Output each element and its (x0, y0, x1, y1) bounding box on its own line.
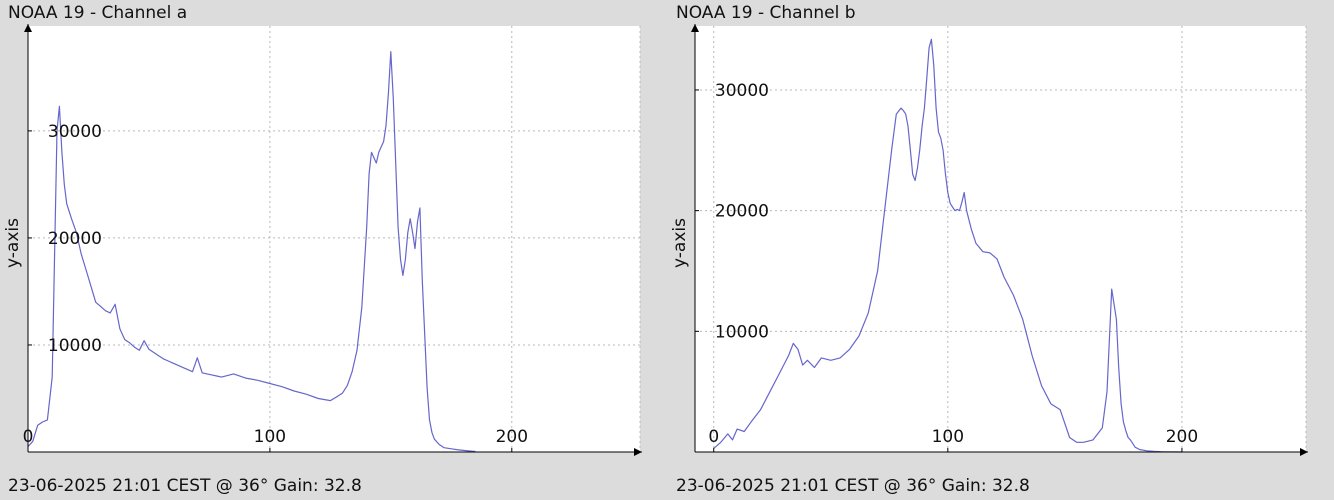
y-tick-label: 30000 (715, 81, 769, 101)
y-tick-label: 20000 (48, 229, 102, 249)
y-tick-label: 10000 (48, 336, 102, 356)
chart-panel-channel-a: NOAA 19 - Channel a 0 100 200 10000 20000 300… (3, 3, 642, 496)
x-axis-arrow (1300, 448, 1308, 456)
x-tick-label: 0 (23, 427, 34, 447)
x-tick-label: 100 (932, 427, 964, 447)
series-line (27, 51, 476, 453)
x-axis-arrow (634, 448, 642, 456)
chart-title: NOAA 19 - Channel b (676, 3, 856, 23)
chart-plot: 0 100 200 10000 20000 30000 y-axis (3, 24, 642, 456)
x-tick-label: 100 (254, 427, 286, 447)
chart-panel-channel-b: NOAA 19 - Channel b 0 100 200 10000 20000 300… (667, 0, 1334, 500)
y-axis-arrow (24, 24, 32, 32)
x-tick-label: 0 (708, 427, 719, 447)
y-axis-label: y-axis (3, 218, 23, 268)
x-tick-label: 200 (1166, 427, 1198, 447)
plot-area (695, 26, 1306, 452)
y-tick-label: 20000 (715, 202, 769, 222)
y-tick-label: 10000 (715, 322, 769, 342)
y-axis-label: y-axis (670, 218, 690, 268)
x-tick-label: 200 (496, 427, 528, 447)
chart-plot: 0 100 200 10000 20000 30000 y-axis (670, 24, 1308, 456)
chart-footer: 23-06-2025 21:01 CEST @ 36° Gain: 32.8 (676, 476, 1030, 496)
chart-footer: 23-06-2025 21:01 CEST @ 36° Gain: 32.8 (8, 476, 362, 496)
chart-title: NOAA 19 - Channel a (8, 3, 188, 23)
plot-area (28, 26, 640, 452)
y-tick-label: 30000 (48, 122, 102, 142)
y-axis-arrow (691, 24, 699, 32)
series-line (713, 38, 1182, 453)
